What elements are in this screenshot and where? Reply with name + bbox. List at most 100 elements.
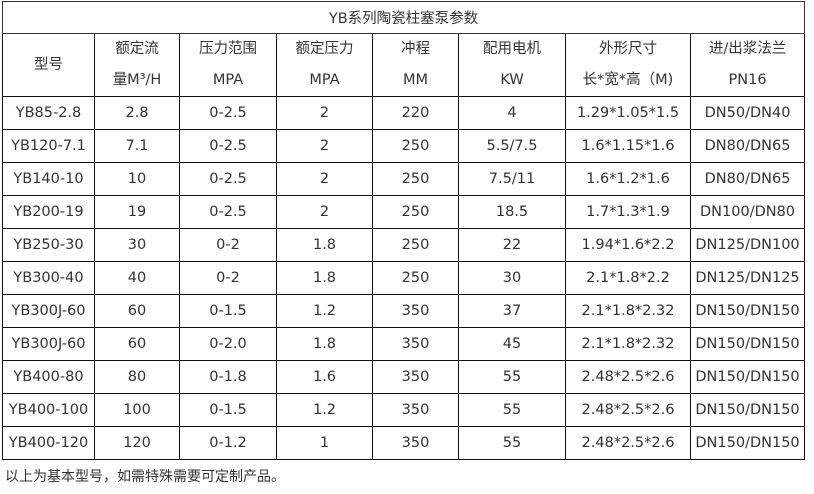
table-cell: 0-2.5 bbox=[179, 96, 277, 130]
column-header-line: MPA bbox=[309, 72, 340, 88]
table-cell: 7.1 bbox=[94, 129, 180, 163]
table-cell: 80 bbox=[94, 360, 180, 394]
table-cell: DN125/DN100 bbox=[689, 228, 806, 262]
table-cell: 0-1.2 bbox=[179, 426, 277, 460]
table-row: YB250-30 30 0-2 1.8 250 22 1.94*1.6*2.2 DN125/D… bbox=[2, 228, 806, 262]
table-cell: 0-1.5 bbox=[179, 294, 277, 328]
table-cell: 1.6 bbox=[276, 360, 373, 394]
table-row: YB400-100 100 0-1.5 1.2 350 55 2.48*2.5*2.6 DN1… bbox=[2, 393, 806, 427]
table-cell: DN125/DN125 bbox=[689, 261, 806, 295]
pump-spec-table: YB系列陶瓷柱塞泵参数 型号 额定流 量M³/H 压力范围 MPA 额定压力 MPA 冲程 MM… bbox=[1, 1, 806, 460]
table-cell: 5.5/7.5 bbox=[458, 129, 566, 163]
table-cell: 0-2.5 bbox=[179, 195, 277, 229]
table-cell: 60 bbox=[94, 327, 180, 361]
table-cell: 250 bbox=[372, 195, 459, 229]
table-cell: 2.8 bbox=[94, 96, 180, 130]
table-cell: YB400-120 bbox=[2, 426, 95, 460]
table-cell: 350 bbox=[372, 393, 459, 427]
table-cell: 1.2 bbox=[276, 393, 373, 427]
table-cell: 2.48*2.5*2.6 bbox=[565, 360, 691, 394]
table-cell: DN150/DN150 bbox=[689, 360, 806, 394]
footnote: 以上为基本型号，如需特殊需要可定制产品。 bbox=[5, 469, 285, 485]
table-row: YB85-2.8 2.8 0-2.5 2 220 4 1.29*1.05*1.5 DN50/D… bbox=[2, 96, 806, 130]
table-cell: YB200-19 bbox=[2, 195, 95, 229]
table-cell: 45 bbox=[458, 327, 566, 361]
table-cell: 0-2.5 bbox=[179, 129, 277, 163]
table-cell: 2 bbox=[276, 129, 373, 163]
table-cell: 1.8 bbox=[276, 327, 373, 361]
table-cell: DN100/DN80 bbox=[689, 195, 806, 229]
table-cell: 55 bbox=[458, 393, 566, 427]
table-cell: YB250-30 bbox=[2, 228, 95, 262]
table-cell: 0-1.5 bbox=[179, 393, 277, 427]
table-row: YB200-19 19 0-2.5 2 250 18.5 1.7*1.3*1.9 DN100/… bbox=[2, 195, 806, 229]
column-header: 压力范围 MPA bbox=[179, 33, 277, 97]
table-cell: 30 bbox=[458, 261, 566, 295]
table-cell: DN80/DN65 bbox=[689, 129, 806, 163]
column-header-line: 冲程 bbox=[401, 41, 430, 57]
table-cell: 100 bbox=[94, 393, 180, 427]
column-header-line: 进/出浆法兰 bbox=[708, 41, 787, 57]
column-header-line: 额定流 bbox=[115, 41, 159, 57]
table-cell: 250 bbox=[372, 162, 459, 196]
table-cell: 30 bbox=[94, 228, 180, 262]
column-header-line: 长*宽*高（M) bbox=[582, 72, 674, 88]
table-cell: DN80/DN65 bbox=[689, 162, 806, 196]
table-cell: 250 bbox=[372, 129, 459, 163]
table-cell: YB140-10 bbox=[2, 162, 95, 196]
table-cell: 4 bbox=[458, 96, 566, 130]
table-cell: 2 bbox=[276, 162, 373, 196]
table-row: YB300J-60 60 0-2.0 1.8 350 45 2.1*1.8*2.32 DN15… bbox=[2, 327, 806, 361]
table-cell: 0-2 bbox=[179, 261, 277, 295]
table-cell: 1.29*1.05*1.5 bbox=[565, 96, 691, 130]
table-cell: 37 bbox=[458, 294, 566, 328]
column-header-line: KW bbox=[500, 72, 524, 88]
table-cell: YB300J-60 bbox=[2, 294, 95, 328]
table-cell: 7.5/11 bbox=[458, 162, 566, 196]
table-cell: 2.1*1.8*2.32 bbox=[565, 294, 691, 328]
column-header-line: MM bbox=[402, 72, 429, 88]
table-cell: YB400-100 bbox=[2, 393, 95, 427]
column-header-line: MPA bbox=[212, 72, 244, 88]
column-header: 额定流 量M³/H bbox=[94, 33, 180, 97]
table-cell: 1.7*1.3*1.9 bbox=[565, 195, 691, 229]
column-header-line: 外形尺寸 bbox=[599, 41, 657, 57]
table-row: YB400-120 120 0-1.2 1 350 55 2.48*2.5*2.6 DN150… bbox=[2, 426, 806, 460]
table-cell: 120 bbox=[94, 426, 180, 460]
table-cell: DN50/DN40 bbox=[689, 96, 806, 130]
column-header-line: 额定压力 bbox=[295, 41, 354, 57]
table-cell: DN150/DN150 bbox=[689, 294, 806, 328]
table-cell: 350 bbox=[372, 327, 459, 361]
table-cell: YB120-7.1 bbox=[2, 129, 95, 163]
table-cell: 40 bbox=[94, 261, 180, 295]
table-row: YB120-7.1 7.1 0-2.5 2 250 5.5/7.5 1.6*1.15*1.6… bbox=[2, 129, 806, 163]
table-cell: DN150/DN150 bbox=[689, 393, 806, 427]
table-cell: 55 bbox=[458, 360, 566, 394]
table-cell: 55 bbox=[458, 426, 566, 460]
table-cell: 2.48*2.5*2.6 bbox=[565, 393, 691, 427]
table-cell: 250 bbox=[372, 261, 459, 295]
table-cell: DN150/DN150 bbox=[689, 426, 806, 460]
table-cell: 2.48*2.5*2.6 bbox=[565, 426, 691, 460]
table-cell: 1.94*1.6*2.2 bbox=[565, 228, 691, 262]
column-header-line: 型号 bbox=[34, 56, 63, 73]
table-cell: 60 bbox=[94, 294, 180, 328]
table-cell: YB300-40 bbox=[2, 261, 95, 295]
table-cell: 18.5 bbox=[458, 195, 566, 229]
table-cell: 2 bbox=[276, 195, 373, 229]
table-cell: 350 bbox=[372, 426, 459, 460]
table-cell: 1 bbox=[276, 426, 373, 460]
table-cell: 2.1*1.8*2.32 bbox=[565, 327, 691, 361]
table-cell: 0-2.0 bbox=[179, 327, 277, 361]
table-cell: 19 bbox=[94, 195, 180, 229]
table-cell: 1.6*1.15*1.6 bbox=[565, 129, 691, 163]
table-cell: 220 bbox=[372, 96, 459, 130]
column-header: 额定压力 MPA bbox=[276, 33, 373, 97]
column-header-line: 压力范围 bbox=[199, 41, 257, 57]
header-row: 型号 额定流 量M³/H 压力范围 MPA 额定压力 MPA 冲程 MM 配用电机 KW 外形尺寸 长*… bbox=[2, 33, 806, 97]
table-cell: 0-2.5 bbox=[179, 162, 277, 196]
table-cell: 1.2 bbox=[276, 294, 373, 328]
table-cell: 2 bbox=[276, 96, 373, 130]
table-cell: YB400-80 bbox=[2, 360, 95, 394]
table-cell: YB85-2.8 bbox=[2, 96, 95, 130]
